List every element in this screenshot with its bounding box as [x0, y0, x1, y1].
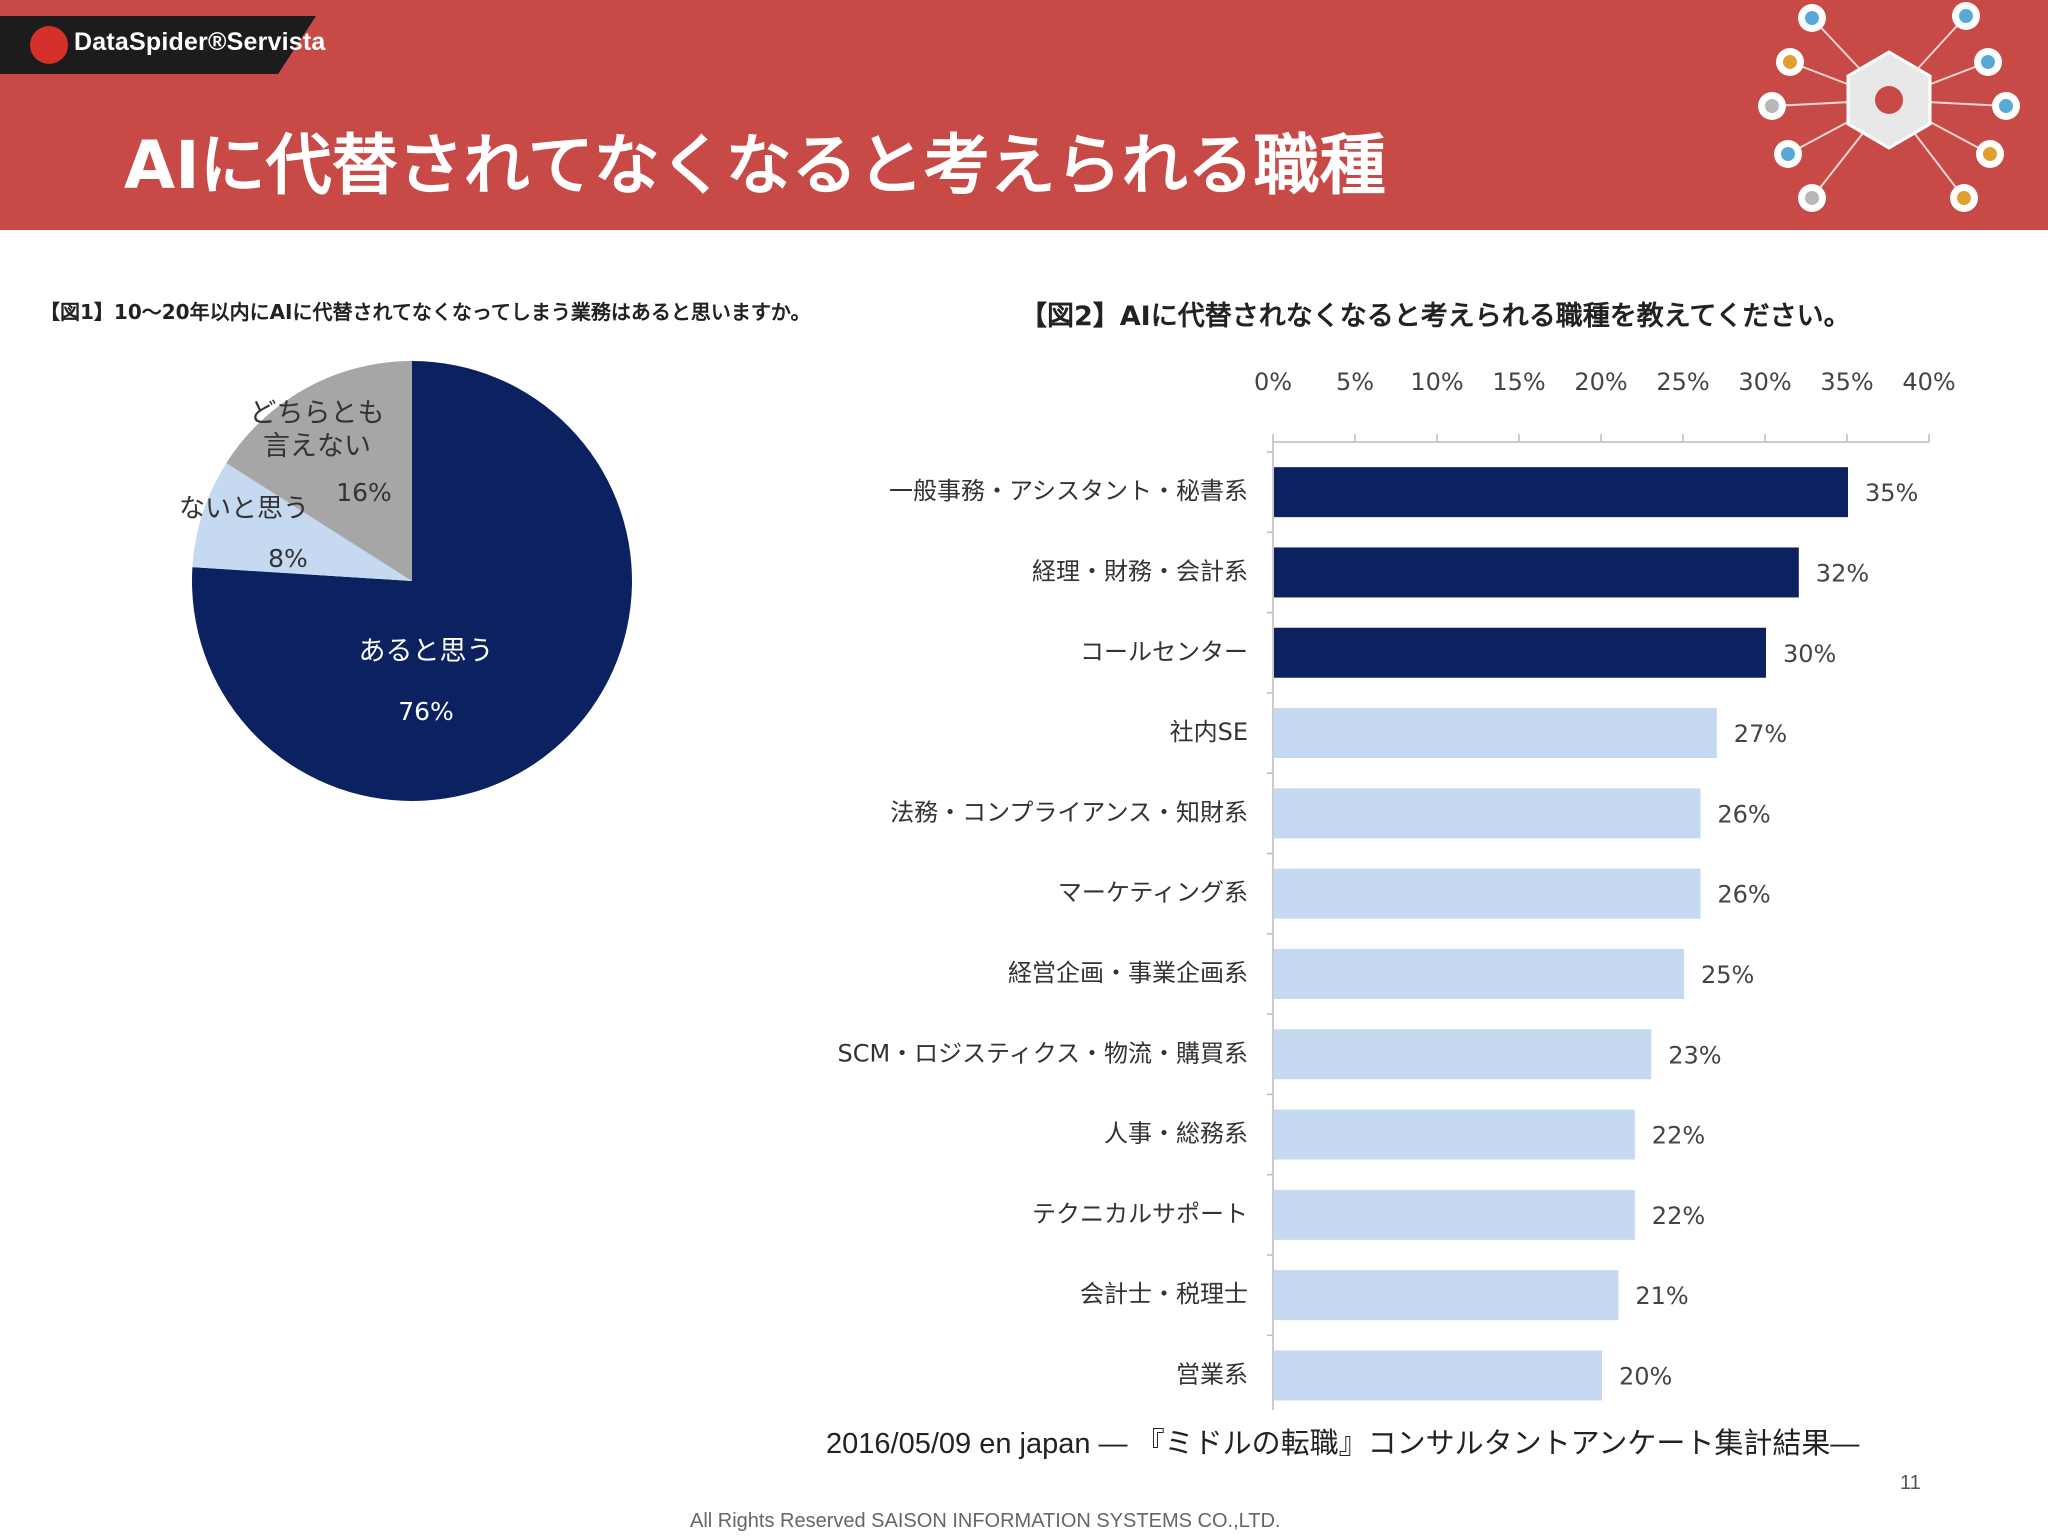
pie-slice — [192, 463, 412, 581]
x-tick-label: 5% — [1336, 368, 1374, 396]
bar — [1274, 1029, 1652, 1080]
bar — [1274, 868, 1701, 919]
category-label: 経営企画・事業企画系 — [1008, 959, 1248, 987]
logo-text: DataSpider®Servista — [74, 28, 326, 56]
category-label: コールセンター — [1080, 638, 1248, 666]
x-tick-label: 25% — [1656, 368, 1709, 396]
data-label: 21% — [1635, 1282, 1688, 1310]
bar-chart: 0% 5% 10% 15% 20% 25% 30% 35% 40% 一般事務・アシスタント・秘書系… — [837, 368, 1956, 1410]
category-label: SCM・ロジスティクス・物流・購買系 — [837, 1039, 1248, 1067]
bar — [1274, 708, 1717, 759]
data-label: 26% — [1717, 800, 1770, 828]
data-label: 32% — [1816, 559, 1869, 587]
bar — [1274, 627, 1766, 678]
category-label: 会計士・税理士 — [1080, 1280, 1248, 1308]
category-label: 営業系 — [1176, 1360, 1248, 1388]
category-label: テクニカルサポート — [1032, 1200, 1248, 1228]
bar — [1274, 1350, 1602, 1401]
header-banner: DataSpider®Servista AIに代替されてなくなると考えられる職種 — [0, 0, 2048, 230]
source-note: 2016/05/09 en japan ― 『ミドルの転職』コンサルタントアンケ… — [826, 1428, 1860, 1460]
pie-value-label: 76% — [398, 697, 454, 726]
pie-slice-label: 言えない — [263, 431, 371, 462]
data-label: 26% — [1717, 881, 1770, 909]
data-label: 22% — [1652, 1202, 1705, 1230]
figure2-title: 【図2】AIに代替されなくなると考えられる職種を教えてください。 — [1020, 301, 1851, 332]
category-label: 一般事務・アシスタント・秘書系 — [889, 477, 1248, 505]
x-tick-label: 35% — [1820, 368, 1873, 396]
bar — [1274, 467, 1848, 518]
category-label: 人事・総務系 — [1104, 1120, 1248, 1148]
category-label: 法務・コンプライアンス・知財系 — [890, 798, 1248, 826]
data-label: 22% — [1652, 1122, 1705, 1150]
pie-slice — [226, 361, 412, 581]
figure1-title: 【図1】10〜20年以内にAIに代替されてなくなってしまう業務はあると思いますか… — [40, 300, 811, 324]
bar — [1274, 547, 1799, 598]
bar — [1274, 1270, 1619, 1321]
x-tick-label: 10% — [1410, 368, 1463, 396]
bar — [1274, 1109, 1635, 1160]
bar — [1274, 948, 1684, 999]
x-tick-label: 20% — [1574, 368, 1627, 396]
data-label: 27% — [1734, 720, 1787, 748]
x-tick-label: 15% — [1492, 368, 1545, 396]
spider-logo-icon — [30, 26, 68, 64]
data-label: 35% — [1865, 479, 1918, 507]
bar — [1274, 788, 1701, 839]
page-title: AIに代替されてなくなると考えられる職種 — [124, 127, 1386, 204]
x-tick-label: 40% — [1902, 368, 1955, 396]
pie-value-label: 16% — [336, 478, 392, 507]
data-label: 23% — [1668, 1041, 1721, 1069]
x-tick-label: 0% — [1254, 368, 1292, 396]
copyright: All Rights Reserved SAISON INFORMATION S… — [690, 1510, 1281, 1532]
pie-slice-label: あると思う — [359, 636, 494, 667]
category-label: マーケティング系 — [1058, 879, 1248, 907]
x-tick-label: 30% — [1738, 368, 1791, 396]
data-label: 20% — [1619, 1362, 1672, 1390]
pie-slice-label: どちらとも — [250, 398, 385, 429]
pie-slice-label: ないと思う — [179, 494, 309, 524]
integration-hub-graphic — [1758, 2, 2020, 212]
category-label: 経理・財務・会計系 — [1032, 557, 1248, 585]
bar — [1274, 1189, 1635, 1240]
pie-value-label: 8% — [268, 544, 308, 573]
data-label: 30% — [1783, 640, 1836, 668]
data-label: 25% — [1701, 961, 1754, 989]
page-number: 11 — [1900, 1472, 1921, 1494]
category-label: 社内SE — [1170, 718, 1248, 746]
